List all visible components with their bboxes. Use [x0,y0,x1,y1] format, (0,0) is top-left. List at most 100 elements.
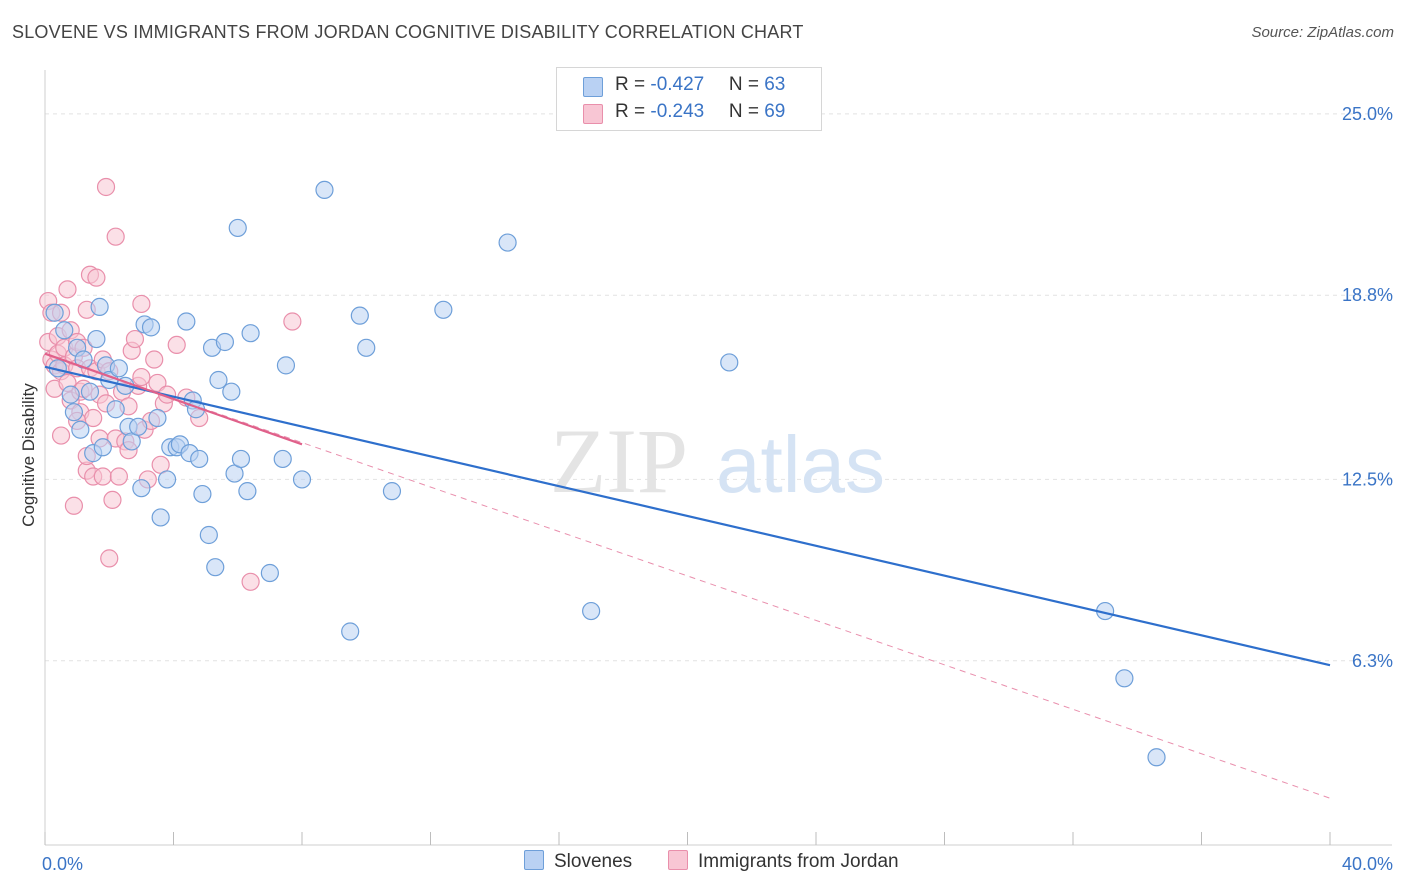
data-point-slovenes [148,408,167,428]
data-point-slovenes [357,338,376,357]
source-label: Source: ZipAtlas.com [1251,24,1394,41]
data-point-slovenes [55,321,74,340]
data-point-slovenes [193,484,212,504]
data-points [39,177,1166,767]
data-point-jordan [103,490,122,510]
data-point-slovenes [157,470,177,489]
trend-lines [44,352,1331,667]
data-point-slovenes [90,297,109,316]
data-point-slovenes [80,382,100,401]
trend-line-jordan [44,352,303,446]
data-point-slovenes [582,601,601,621]
data-point-slovenes [1115,669,1134,688]
data-point-jordan [109,467,128,486]
data-point-slovenes [109,359,128,378]
data-point-slovenes [241,324,260,343]
trend-line-jordan-dashed [44,353,1331,799]
watermark-atlas: atlas [716,420,885,509]
data-point-slovenes [434,300,453,319]
x-tick-labels: 0.0% 40.0% [42,854,1393,874]
data-point-slovenes [177,312,196,331]
data-point-slovenes [129,417,148,436]
data-point-slovenes [93,438,112,457]
data-point-slovenes [276,356,296,375]
data-point-slovenes [231,449,251,469]
data-point-slovenes [228,218,247,238]
watermark-zip: ZIP [550,410,688,512]
data-point-jordan [132,367,151,387]
y-tick-label: 25.0% [1342,104,1393,124]
x-tick-label: 0.0% [42,854,83,874]
data-point-jordan [100,549,119,568]
legend-n-value: 63 [764,74,786,95]
legend-r-label: R = [615,101,651,122]
data-point-slovenes [209,370,228,390]
bottom-legend-label-jordan: Immigrants from Jordan [698,851,899,872]
data-point-slovenes [206,558,225,577]
y-axis-label: Cognitive Disability [19,383,38,527]
data-point-slovenes [87,329,106,349]
watermark: ZIP atlas [550,410,885,512]
data-point-slovenes [720,353,739,372]
chart-title: SLOVENE VS IMMIGRANTS FROM JORDAN COGNIT… [12,22,804,42]
data-point-jordan [87,268,106,287]
data-point-slovenes [215,332,234,352]
legend-swatch-jordan [583,104,603,124]
data-point-slovenes [382,482,402,501]
trend-line-jordan-extended [44,353,1331,799]
bottom-legend-slovenes: Slovenes [524,850,632,873]
legend-r-value: -0.243 [650,101,705,122]
data-point-slovenes [350,306,369,325]
data-point-jordan [125,329,145,349]
data-point-slovenes [190,449,209,469]
grid-lines [45,113,1392,662]
data-point-jordan [51,426,71,445]
data-point-slovenes [273,449,292,469]
bottom-legend-label-slovenes: Slovenes [554,851,633,872]
data-point-jordan [64,496,84,515]
stats-legend: R = -0.427 N = 63 R = -0.243 N = 69 [556,67,822,131]
data-point-slovenes [292,470,312,489]
data-point-jordan [148,373,167,393]
data-point-slovenes [315,180,334,200]
data-point-jordan [241,572,260,591]
data-point-slovenes [260,563,279,583]
data-point-slovenes [1147,748,1166,767]
data-point-slovenes [64,403,84,422]
data-point-slovenes [151,508,170,527]
legend-r-value: -0.427 [650,74,705,95]
legend-swatch-slovenes [583,77,603,97]
data-point-jordan [132,294,151,314]
data-point-slovenes [222,382,241,401]
data-point-slovenes [141,318,161,337]
trend-line-slovenes [44,365,1331,667]
y-tick-label: 12.5% [1342,469,1393,489]
data-point-jordan [96,177,116,197]
data-point-slovenes [71,420,90,439]
bottom-legend-swatch-jordan [668,850,688,870]
data-point-slovenes [238,482,257,501]
data-point-jordan [106,227,125,246]
data-point-slovenes [61,385,80,404]
bottom-legend-jordan: Immigrants from Jordan [668,850,899,873]
data-point-jordan [167,335,186,355]
data-point-slovenes [45,303,64,322]
legend-r-label: R = [615,74,651,95]
y-tick-label: 18.8% [1342,285,1393,305]
data-point-slovenes [498,233,517,252]
legend-n-label: N = [728,101,765,122]
data-point-slovenes [132,479,151,498]
y-tick-label: 6.3% [1352,651,1393,671]
data-point-slovenes [199,525,218,545]
axes [44,70,1392,846]
data-point-slovenes [341,622,360,641]
bottom-legend-swatch-slovenes [524,850,544,870]
legend-n-value: 69 [764,101,786,122]
data-point-slovenes [106,400,125,419]
x-tick-label: 40.0% [1342,854,1393,874]
data-point-jordan [93,467,112,486]
data-point-jordan [58,280,77,299]
data-point-jordan [283,312,302,331]
data-point-jordan [145,350,164,369]
